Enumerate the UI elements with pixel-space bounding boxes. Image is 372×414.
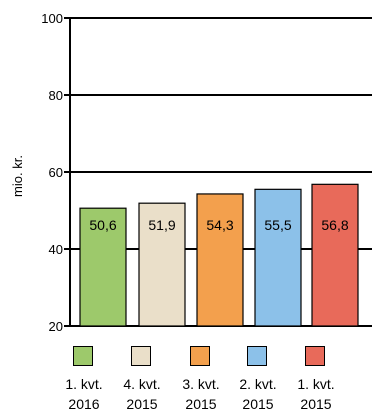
legend-label: 1. kvt. 2016: [57, 374, 111, 414]
legend-swatch: [131, 346, 151, 366]
legend-swatch: [190, 346, 210, 366]
bar: [196, 193, 244, 327]
bar-value-label: 54,3: [206, 217, 233, 233]
bar-value-label: 56,8: [321, 217, 348, 233]
bar-value-label: 55,5: [264, 217, 291, 233]
bar: [79, 207, 127, 327]
legend: 1. kvt. 2016 4. kvt. 2015 3. kvt. 2015 2. kvt.…: [0, 344, 372, 412]
legend-label-year: 2015: [126, 396, 158, 412]
bars: 50,6 51,9 54,3 55,5 56,8: [79, 183, 359, 327]
bar: [311, 183, 359, 327]
y-tick-label: 80: [49, 88, 63, 103]
legend-label: 1. kvt. 2015: [289, 374, 343, 414]
legend-label-quarter: 1. kvt.: [297, 376, 335, 392]
legend-label: 2. kvt. 2015: [231, 374, 285, 414]
legend-label-quarter: 4. kvt.: [123, 376, 161, 392]
bar: [138, 202, 186, 327]
bar-value-label: 51,9: [148, 217, 175, 233]
legend-swatch: [305, 346, 325, 366]
legend-swatch: [73, 346, 93, 366]
legend-label-quarter: 1. kvt.: [65, 376, 103, 392]
y-tick-labels: 20 40 60 80 100: [41, 11, 63, 334]
legend-label-quarter: 2. kvt.: [239, 376, 277, 392]
legend-label-quarter: 3. kvt.: [182, 376, 220, 392]
y-tick-label: 20: [49, 319, 63, 334]
bar: [254, 188, 302, 327]
legend-label: 3. kvt. 2015: [174, 374, 228, 414]
legend-label-year: 2015: [300, 396, 332, 412]
legend-label-year: 2016: [68, 396, 100, 412]
legend-label-year: 2015: [242, 396, 274, 412]
legend-label-year: 2015: [185, 396, 217, 412]
legend-label: 4. kvt. 2015: [115, 374, 169, 414]
y-tick-label: 60: [49, 165, 63, 180]
y-tick-label: 100: [41, 11, 63, 26]
legend-swatch: [247, 346, 267, 366]
bar-value-label: 50,6: [89, 217, 116, 233]
y-tick-label: 40: [49, 242, 63, 257]
y-axis-label: mio. kr.: [10, 155, 25, 197]
